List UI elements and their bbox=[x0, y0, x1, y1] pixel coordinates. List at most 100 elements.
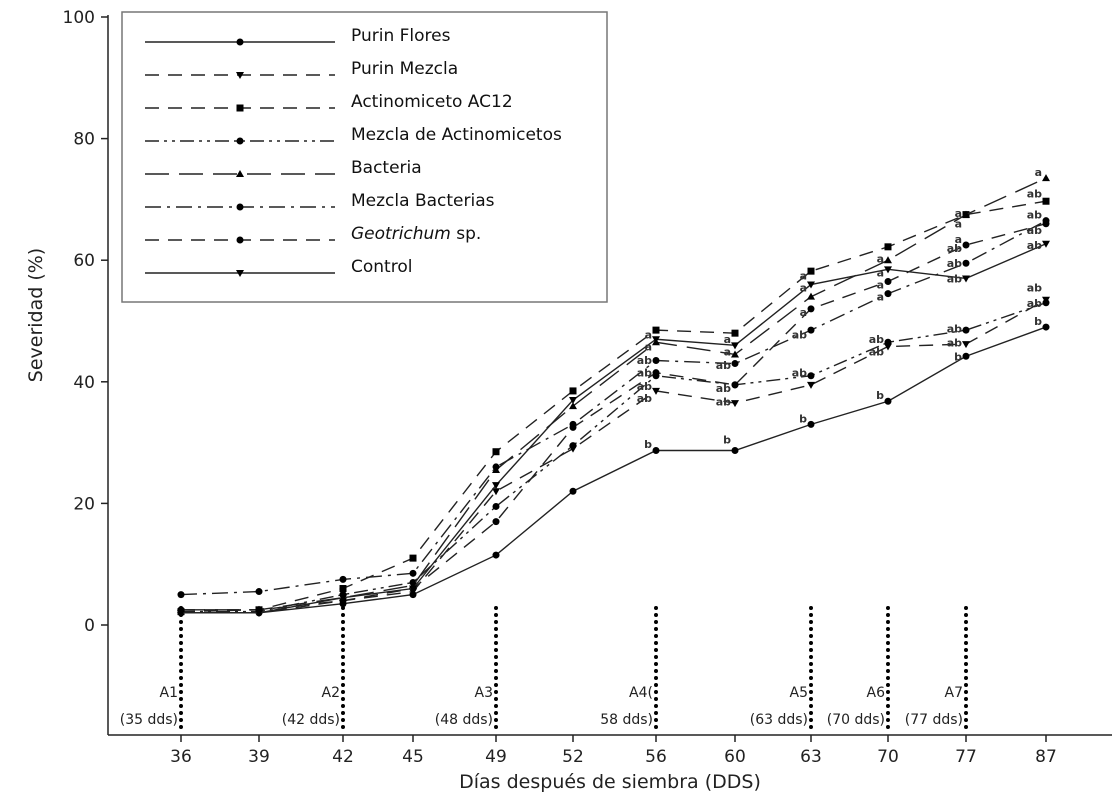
significance-letter: ab bbox=[637, 380, 652, 393]
x-tick-label: 56 bbox=[645, 747, 667, 767]
application-label: A3 bbox=[475, 685, 493, 701]
data-point bbox=[807, 372, 815, 380]
data-point bbox=[409, 569, 417, 577]
legend-entry: Mezcla de Actinomicetos bbox=[145, 125, 562, 145]
significance-letter: ab bbox=[1027, 209, 1042, 222]
data-point bbox=[731, 400, 739, 408]
data-point bbox=[962, 341, 970, 349]
significance-letter: ab bbox=[869, 345, 884, 358]
significance-letter: ab bbox=[869, 333, 884, 346]
series-line bbox=[181, 302, 1047, 613]
application-date-label: (63 dds) bbox=[750, 712, 808, 728]
data-point bbox=[1042, 197, 1050, 205]
x-tick-label: 63 bbox=[800, 747, 822, 767]
data-point bbox=[652, 447, 660, 455]
significance-letter: ab bbox=[1027, 239, 1042, 252]
x-tick-label: 39 bbox=[248, 747, 270, 767]
axes: 0 20 40 60 80 100 36 39 42 45 49 52 56 60 63 70 77 87 bbox=[63, 8, 1112, 767]
significance-letter: ab bbox=[947, 322, 962, 335]
x-tick-label: 49 bbox=[485, 747, 507, 767]
significance-letter: a bbox=[724, 345, 731, 358]
data-point bbox=[807, 292, 815, 300]
y-axis-title: Severidad (%) bbox=[25, 248, 47, 382]
y-tick-label: 0 bbox=[84, 616, 95, 636]
application-date-label: (70 dds) bbox=[827, 712, 885, 728]
data-point bbox=[884, 243, 892, 251]
significance-letter: a bbox=[955, 233, 962, 246]
x-tick-label: 42 bbox=[332, 747, 354, 767]
data-point bbox=[492, 482, 500, 490]
data-point bbox=[731, 350, 739, 358]
y-tick-label: 100 bbox=[63, 8, 95, 28]
data-point bbox=[807, 326, 815, 334]
significance-letter: ab bbox=[1027, 187, 1042, 200]
significance-letters: aaababababbaaabababbaaaababbaaaaababbaaa… bbox=[637, 166, 1042, 451]
data-point bbox=[255, 588, 263, 596]
data-point bbox=[652, 387, 660, 395]
data-point bbox=[339, 594, 347, 602]
data-point bbox=[569, 423, 577, 431]
significance-letter: a bbox=[724, 333, 731, 346]
significance-letter: a bbox=[645, 328, 652, 341]
application-label: A7 bbox=[945, 685, 963, 701]
series-line bbox=[181, 299, 1047, 614]
data-point bbox=[492, 502, 500, 510]
data-point bbox=[339, 585, 347, 593]
significance-letter: ab bbox=[947, 242, 962, 255]
y-tick-label: 20 bbox=[73, 494, 95, 514]
significance-letter: ab bbox=[792, 367, 807, 380]
legend-label: Control bbox=[351, 257, 412, 277]
x-tick-label: 77 bbox=[955, 747, 977, 767]
y-tick-label: 80 bbox=[73, 130, 95, 150]
application-date-label: 58 dds) bbox=[600, 712, 653, 728]
data-point bbox=[731, 360, 739, 368]
significance-letter: ab bbox=[1027, 297, 1042, 310]
significance-letter: a bbox=[877, 266, 884, 279]
significance-letter: b bbox=[876, 389, 884, 402]
application-label: A5 bbox=[790, 685, 808, 701]
data-point bbox=[807, 267, 815, 275]
data-point bbox=[1042, 299, 1050, 307]
legend: Purin Flores Purin Mezcla Actinomiceto AC1… bbox=[121, 11, 608, 303]
data-point bbox=[962, 275, 970, 283]
significance-letter: b bbox=[1034, 315, 1042, 328]
data-point bbox=[731, 342, 739, 350]
legend-label: Geotrichum sp. bbox=[351, 224, 481, 244]
data-point bbox=[884, 277, 892, 285]
legend-entry: Bacteria bbox=[145, 158, 422, 178]
data-point bbox=[807, 305, 815, 313]
data-point bbox=[807, 281, 815, 289]
significance-letter: b bbox=[954, 350, 962, 363]
data-point bbox=[731, 447, 739, 455]
significance-letter: a bbox=[800, 282, 807, 295]
significance-letter: a bbox=[800, 306, 807, 319]
significance-letter: ab bbox=[1027, 224, 1042, 237]
data-point bbox=[492, 488, 500, 496]
significance-letter: a bbox=[645, 341, 652, 354]
data-point bbox=[569, 397, 577, 405]
legend-label: Purin Flores bbox=[351, 26, 451, 46]
application-date-label: (77 dds) bbox=[905, 712, 963, 728]
application-label: A6 bbox=[867, 685, 886, 701]
significance-letter: b bbox=[799, 412, 807, 425]
series-line bbox=[180, 200, 1047, 613]
data-point bbox=[255, 609, 263, 617]
data-point bbox=[884, 397, 892, 405]
x-axis-title: Días después de siembra (DDS) bbox=[459, 771, 761, 793]
legend-marker bbox=[236, 203, 244, 211]
series-line bbox=[181, 243, 1047, 614]
data-point bbox=[569, 387, 577, 395]
application-label: A1 bbox=[160, 685, 178, 701]
significance-letter: ab bbox=[716, 359, 731, 372]
data-point bbox=[1042, 323, 1050, 331]
data-point bbox=[177, 591, 185, 599]
data-point bbox=[177, 609, 185, 617]
legend-label: Mezcla Bacterias bbox=[351, 191, 495, 211]
legend-box bbox=[121, 11, 608, 303]
significance-letter: ab bbox=[792, 328, 807, 341]
significance-letter: a bbox=[955, 207, 962, 220]
x-tick-label: 70 bbox=[877, 747, 899, 767]
data-point bbox=[884, 338, 892, 346]
series-4 bbox=[177, 299, 1050, 616]
data-point bbox=[807, 420, 815, 428]
